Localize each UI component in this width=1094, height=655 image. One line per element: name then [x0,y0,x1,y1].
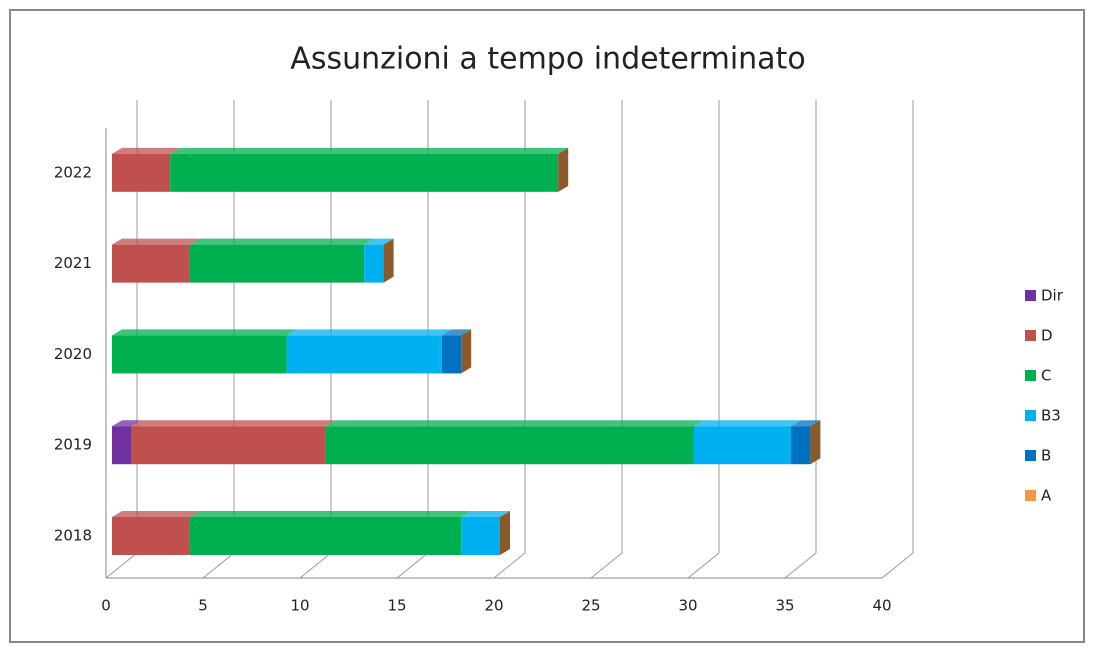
bar-top [286,329,452,336]
bar-top [112,329,297,336]
bar-segment [189,517,462,555]
bar-segment [694,426,791,465]
bar-segment [325,426,694,465]
bar-top [325,420,704,427]
legend-label: C [1041,367,1051,385]
bar-top [112,147,181,154]
bar-top [791,420,821,427]
x-tick-label: 40 [872,597,891,615]
bar-segment [461,517,500,555]
bar-top [441,329,472,336]
legend-swatch [1025,290,1036,301]
bar-segment [131,426,326,465]
y-tick-label: 2018 [54,527,92,545]
bar-top [131,420,336,427]
bar-segment [112,153,171,192]
legend-swatch [1025,370,1036,381]
grid-depth [105,552,138,579]
bar-end [461,329,472,374]
bar-segment [189,244,365,283]
legend-label: B3 [1041,407,1061,425]
bar-segment [112,244,190,283]
grid-depth [590,552,623,579]
bar-top [112,511,200,517]
bar-segment [286,335,442,374]
bar-segment [441,335,462,374]
bar-segment [112,426,132,465]
grid-depth [396,552,429,579]
grid-depth [299,552,332,579]
grid-depth [202,552,235,579]
bar-end [558,147,569,192]
legend-label: Dir [1041,287,1064,305]
bar-segment [364,244,384,283]
bar-segment [112,517,190,555]
x-tick-label: 30 [678,597,697,615]
grid-depth [784,552,817,579]
bar-top [189,511,472,517]
bar-top [189,238,375,245]
grid-depth [493,552,526,579]
x-tick-label: 35 [775,597,794,615]
y-tick-label: 2019 [54,436,92,454]
legend-swatch [1025,410,1036,421]
x-tick-label: 10 [290,597,309,615]
chart-title: Assunzioni a tempo indeterminato [290,42,805,77]
x-tick-label: 25 [581,597,600,615]
bar-end [500,511,510,555]
bar-segment [112,335,287,374]
bar-segment [170,153,559,192]
bar-top [112,420,142,427]
bar-top [170,147,569,154]
legend-label: A [1041,487,1052,505]
bar-end [810,420,821,465]
y-tick-label: 2020 [54,345,92,363]
bar-top [112,238,200,245]
x-tick-label: 5 [198,597,208,615]
bar-end [383,238,394,283]
bar-top [694,420,801,427]
legend-swatch [1025,450,1036,461]
bar-top [461,511,510,517]
y-tick-label: 2022 [54,163,92,181]
legend-swatch [1025,330,1036,341]
x-tick-label: 20 [484,597,503,615]
y-tick-label: 2021 [54,254,92,272]
legend-swatch [1025,490,1036,501]
legend-label: D [1041,327,1053,345]
x-tick-label: 0 [101,597,111,615]
grid-depth [687,552,720,579]
bar-top [364,238,394,245]
grid-depth [881,552,914,579]
legend-label: B [1041,447,1051,465]
bar-segment [791,426,811,465]
x-tick-label: 15 [387,597,406,615]
